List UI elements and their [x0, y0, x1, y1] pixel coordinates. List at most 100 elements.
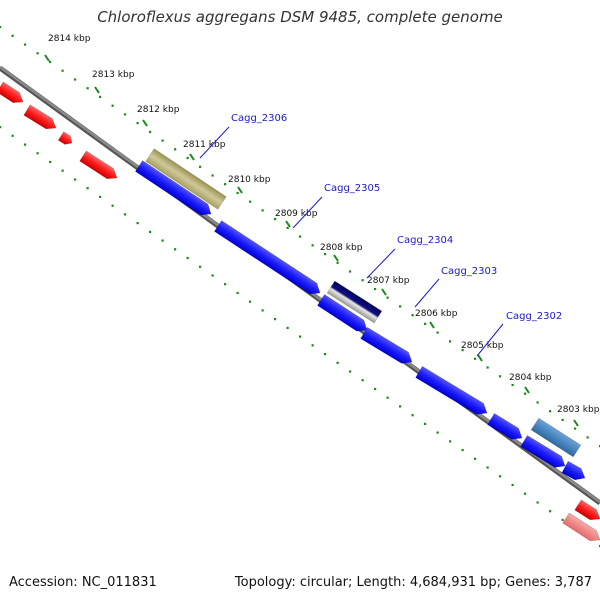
tick-dot — [524, 392, 527, 395]
tick-dot — [499, 475, 502, 478]
major-tick — [94, 86, 100, 94]
tick-dot — [199, 165, 202, 168]
map-title: Chloroflexus aggregans DSM 9485, complet… — [97, 8, 503, 26]
tick-dot — [186, 256, 189, 260]
tick-dot — [74, 78, 77, 81]
tick-dot — [149, 130, 152, 133]
tick-dot — [374, 387, 377, 391]
genome-summary: Topology: circular; Length: 4,684,931 bp… — [234, 575, 592, 590]
tick-dot — [361, 279, 364, 282]
tick-dot — [474, 457, 477, 460]
tick-dot — [349, 370, 352, 373]
tick-dot — [274, 218, 277, 221]
gene-label: Cagg_2304 — [397, 235, 453, 246]
reverse-gene-arrow — [562, 512, 600, 541]
highlight-gene-cagg-2302 — [530, 417, 582, 458]
accession-label: Accession: NC_011831 — [9, 575, 157, 590]
tick-dot — [49, 60, 52, 64]
reverse-gene-arrow — [0, 81, 24, 103]
feature-track — [0, 81, 600, 541]
tick-dot — [124, 213, 127, 216]
tick-dot — [0, 26, 2, 29]
tick-dot — [449, 340, 452, 343]
tick-dot — [111, 204, 114, 207]
major-tick — [189, 153, 195, 161]
tick-dot — [386, 296, 389, 299]
tick-dot — [261, 209, 264, 212]
tick-dot — [561, 418, 564, 421]
tick-dot — [236, 291, 239, 295]
tick-dot — [436, 431, 439, 434]
tick-dot — [286, 226, 289, 229]
tick-dot — [386, 396, 389, 399]
tick-dot — [211, 174, 214, 177]
tick-dot — [336, 361, 339, 364]
tick-dot — [249, 200, 252, 203]
tick-dot — [374, 287, 377, 291]
tick-dot — [536, 401, 539, 404]
major-tick — [524, 386, 530, 394]
tick-dot — [399, 405, 402, 408]
reverse-gene-arrow — [23, 104, 57, 130]
tick-dot — [161, 239, 164, 242]
tick-dot — [61, 69, 64, 72]
tick-dot — [249, 300, 252, 303]
reverse-gene-arrow — [574, 499, 600, 521]
tick-dot — [536, 501, 539, 504]
tick-dot — [561, 518, 564, 521]
tick-dot — [411, 414, 414, 417]
tick-dot — [174, 148, 177, 151]
tick-dot — [36, 52, 39, 55]
forward-gene-arrow — [487, 413, 523, 440]
reverse-gene-arrow — [57, 131, 73, 145]
major-tick — [477, 354, 483, 362]
tick-dot — [99, 95, 102, 98]
highlight-gene-cagg-2304 — [326, 280, 383, 324]
tick-dot — [199, 265, 202, 268]
tick-dot — [286, 326, 289, 329]
tick-dot — [61, 169, 64, 172]
forward-gene-arrow — [561, 460, 586, 481]
gene-label: Cagg_2306 — [231, 113, 287, 124]
tick-dot — [299, 335, 302, 338]
tick-dot — [211, 274, 214, 277]
tick-dot — [574, 427, 577, 430]
tick-label: 2804 kbp — [509, 373, 552, 383]
gene-label-leader — [476, 323, 504, 357]
major-tick — [237, 186, 243, 194]
tick-dot — [336, 261, 339, 264]
gene-label-leader — [292, 196, 323, 229]
tick-dot — [436, 331, 439, 334]
tick-dot — [136, 222, 139, 225]
gene-label-leader — [414, 278, 440, 308]
tick-dot — [586, 436, 589, 439]
tick-dot — [361, 379, 364, 382]
forward-gene-arrow — [415, 366, 488, 415]
gene-label: Cagg_2302 — [506, 311, 562, 322]
tick-label: 2812 kbp — [137, 105, 180, 115]
tick-dot — [86, 87, 89, 90]
tick-dot — [186, 156, 189, 160]
tick-dot — [511, 483, 514, 487]
highlight-gene-cagg-2306 — [145, 148, 227, 210]
gene-label-leader — [199, 126, 230, 159]
tick-dot — [499, 375, 502, 378]
major-tick — [573, 419, 579, 427]
tick-label: 2807 kbp — [367, 276, 410, 286]
tick-dot — [86, 187, 89, 190]
tick-dot — [324, 353, 327, 356]
tick-dot — [36, 152, 39, 155]
tick-label: 2803 kbp — [557, 405, 600, 415]
tick-dot — [136, 122, 139, 125]
tick-dot — [274, 318, 277, 321]
major-tick — [142, 119, 148, 127]
tick-dot — [299, 235, 302, 238]
tick-dot — [399, 305, 402, 308]
tick-dot — [49, 160, 52, 164]
tick-dot — [424, 422, 427, 425]
tick-label: 2806 kbp — [415, 309, 458, 319]
gene-labels: Cagg_2306 Cagg_2305 Cagg_2304 Cagg_2303 Cagg… — [199, 113, 562, 357]
tick-dot — [486, 366, 489, 369]
tick-label: 2810 kbp — [228, 175, 271, 185]
